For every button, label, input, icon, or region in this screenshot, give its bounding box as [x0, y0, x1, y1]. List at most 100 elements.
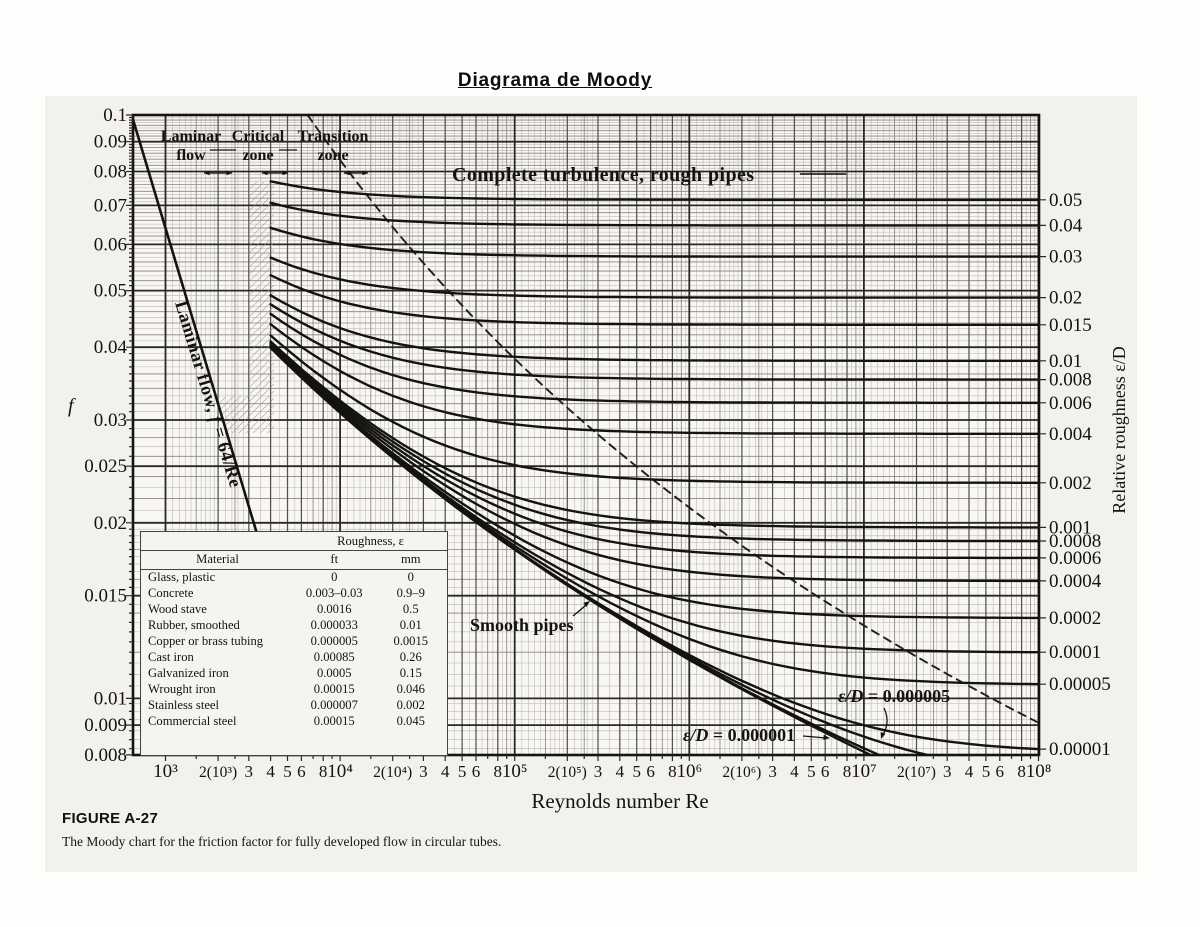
svg-text:2(10⁵): 2(10⁵)	[548, 764, 587, 781]
svg-text:4: 4	[616, 762, 625, 781]
svg-text:8: 8	[1017, 762, 1026, 781]
svg-text:8: 8	[494, 762, 503, 781]
svg-text:5: 5	[982, 762, 991, 781]
svg-text:10⁷: 10⁷	[851, 761, 877, 782]
svg-text:Relative roughness ε/D: Relative roughness ε/D	[1109, 346, 1129, 514]
svg-text:2(10⁴): 2(10⁴)	[373, 764, 412, 781]
svg-text:0.08: 0.08	[94, 162, 127, 183]
svg-text:3: 3	[768, 762, 777, 781]
svg-text:3: 3	[594, 762, 603, 781]
svg-text:Laminar: Laminar	[161, 128, 221, 145]
svg-text:flow: flow	[176, 147, 206, 164]
svg-text:0.00005: 0.00005	[1049, 674, 1111, 695]
svg-text:0.1: 0.1	[103, 105, 127, 126]
col-mm: mm	[374, 550, 447, 570]
svg-text:10³: 10³	[153, 761, 178, 782]
svg-text:5: 5	[458, 762, 467, 781]
svg-text:0.05: 0.05	[94, 281, 127, 302]
svg-text:6: 6	[996, 762, 1005, 781]
svg-text:0.07: 0.07	[94, 195, 127, 216]
table-row: Cast iron 0.00085 0.26	[148, 650, 422, 665]
svg-text:0.06: 0.06	[94, 234, 127, 255]
svg-text:4: 4	[441, 762, 450, 781]
svg-text:3: 3	[245, 762, 254, 781]
col-material: Material	[141, 550, 294, 570]
svg-text:0.008: 0.008	[84, 745, 127, 766]
table-row: Copper or brass tubing 0.000005 0.0015	[148, 634, 429, 649]
svg-text:zone: zone	[317, 147, 348, 164]
svg-text:ε/D = 0.000001: ε/D = 0.000001	[683, 725, 795, 745]
svg-text:2(10⁷): 2(10⁷)	[897, 764, 936, 781]
svg-text:8: 8	[319, 762, 328, 781]
svg-text:5: 5	[632, 762, 641, 781]
svg-text:0.05: 0.05	[1049, 190, 1082, 211]
svg-text:0.0002: 0.0002	[1049, 608, 1101, 629]
svg-text:0.09: 0.09	[94, 132, 127, 153]
svg-text:0.04: 0.04	[1049, 215, 1083, 236]
svg-text:2(10³): 2(10³)	[199, 764, 237, 781]
svg-text:0.03: 0.03	[1049, 247, 1082, 268]
svg-text:0.025: 0.025	[84, 456, 127, 477]
table-row: Commercial steel 0.00015 0.045	[148, 714, 425, 729]
table-row: Rubber, smoothed 0.000033 0.01	[148, 618, 422, 633]
table-row: Galvanized iron 0.0005 0.15	[148, 666, 422, 681]
svg-text:10⁴: 10⁴	[327, 761, 353, 782]
svg-text:Complete turbulence, rough pip: Complete turbulence, rough pipes	[452, 164, 754, 186]
svg-text:0.02: 0.02	[94, 513, 127, 534]
svg-text:0.01: 0.01	[94, 688, 127, 709]
table-row: Stainless steel 0.000007 0.002	[148, 698, 425, 713]
roughness-table: Roughness, ε Material ft mm Glass, plast…	[140, 531, 448, 756]
figure-caption: The Moody chart for the friction factor …	[62, 834, 502, 849]
svg-text:0.03: 0.03	[94, 410, 127, 431]
svg-text:6: 6	[472, 762, 481, 781]
svg-text:0.001: 0.001	[1049, 517, 1092, 538]
roughness-header-spacer	[141, 533, 294, 551]
svg-text:0.0006: 0.0006	[1049, 548, 1101, 569]
svg-text:5: 5	[283, 762, 292, 781]
svg-text:0.015: 0.015	[84, 586, 127, 607]
svg-text:10⁵: 10⁵	[502, 761, 528, 782]
table-row: Glass, plastic 0 0	[148, 570, 414, 585]
svg-text:0.008: 0.008	[1049, 370, 1092, 391]
svg-text:0.0001: 0.0001	[1049, 642, 1101, 663]
svg-text:zone: zone	[242, 147, 273, 164]
svg-text:4: 4	[266, 762, 275, 781]
col-ft: ft	[294, 550, 375, 570]
svg-text:0.01: 0.01	[1049, 351, 1082, 372]
svg-text:0.002: 0.002	[1049, 473, 1092, 494]
svg-text:0.006: 0.006	[1049, 393, 1092, 414]
svg-text:10⁸: 10⁸	[1026, 761, 1052, 782]
roughness-header: Roughness, ε	[294, 533, 447, 551]
svg-text:f: f	[68, 395, 76, 417]
svg-text:0.004: 0.004	[1049, 424, 1092, 445]
svg-text:0.0008: 0.0008	[1049, 531, 1101, 552]
svg-text:0.009: 0.009	[84, 715, 127, 736]
figure-label: FIGURE A-27	[62, 810, 159, 827]
svg-text:5: 5	[807, 762, 816, 781]
svg-text:0.015: 0.015	[1049, 315, 1092, 336]
svg-text:4: 4	[790, 762, 799, 781]
svg-text:3: 3	[943, 762, 952, 781]
svg-text:6: 6	[297, 762, 306, 781]
svg-text:Transition: Transition	[298, 128, 369, 145]
svg-text:6: 6	[821, 762, 830, 781]
svg-text:3: 3	[419, 762, 428, 781]
svg-text:10⁶: 10⁶	[676, 761, 702, 782]
svg-text:Reynolds number Re: Reynolds number Re	[531, 789, 708, 813]
svg-text:6: 6	[646, 762, 655, 781]
svg-text:Smooth pipes: Smooth pipes	[470, 615, 574, 635]
svg-text:ε/D = 0.000005: ε/D = 0.000005	[838, 686, 950, 706]
svg-text:0.0004: 0.0004	[1049, 571, 1102, 592]
svg-text:8: 8	[843, 762, 852, 781]
svg-text:8: 8	[668, 762, 677, 781]
svg-text:0.02: 0.02	[1049, 288, 1082, 309]
svg-text:0.04: 0.04	[94, 337, 128, 358]
svg-text:2(10⁶): 2(10⁶)	[722, 764, 761, 781]
table-row: Wood stave 0.0016 0.5	[148, 602, 419, 617]
table-row: Concrete 0.003–0.03 0.9–9	[148, 586, 425, 601]
svg-text:4: 4	[965, 762, 974, 781]
svg-text:0.00001: 0.00001	[1049, 739, 1111, 760]
svg-text:Critical: Critical	[232, 128, 285, 145]
